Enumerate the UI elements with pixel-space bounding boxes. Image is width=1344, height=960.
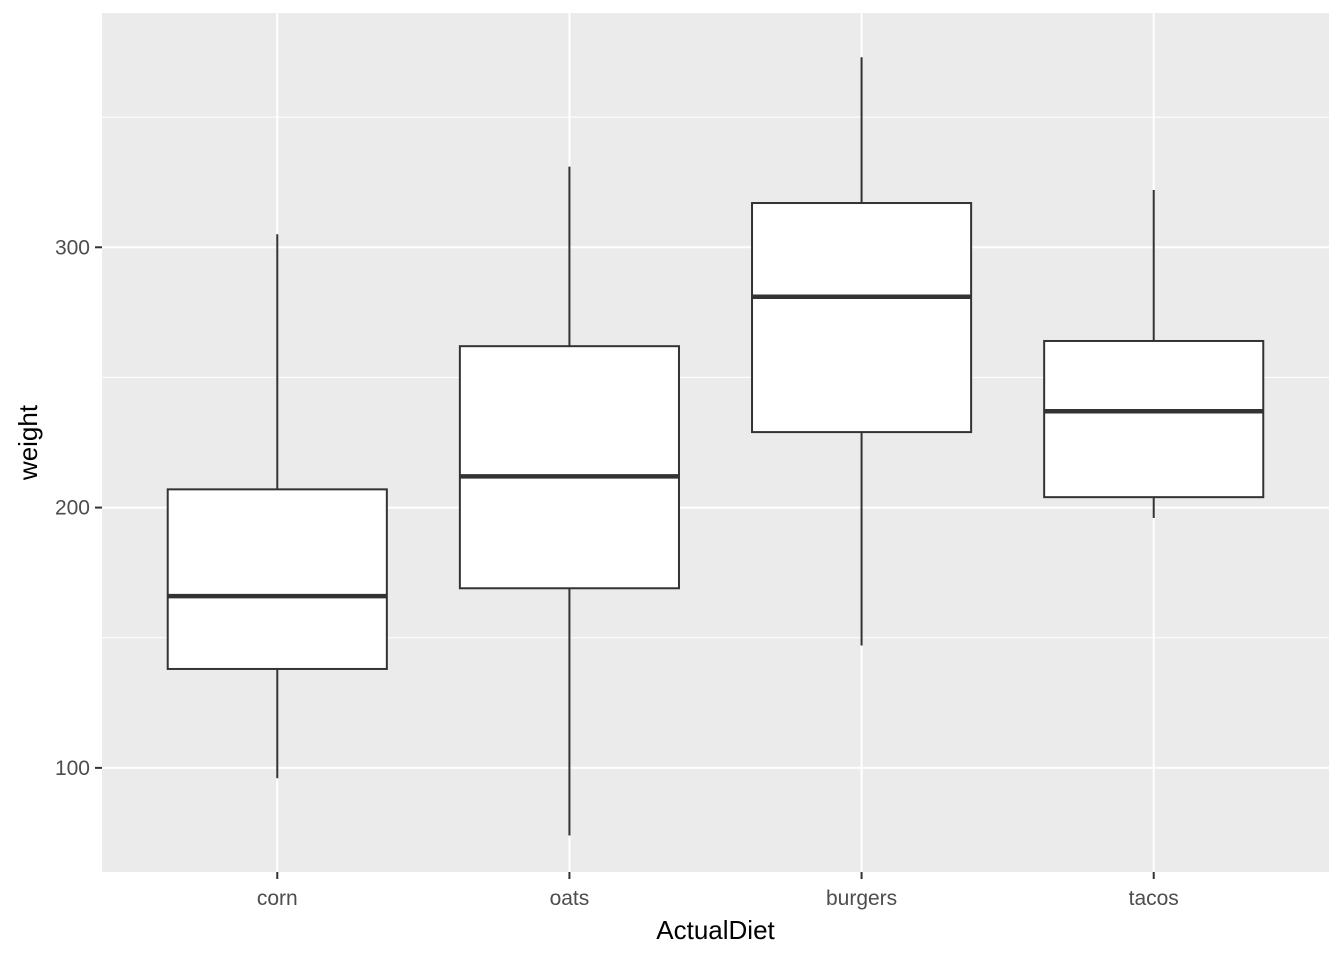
y-axis-ticks: 100 200 300 (55, 236, 102, 780)
x-tick-label: burgers (826, 887, 897, 910)
x-tick-label: oats (550, 887, 590, 910)
x-tick-label: corn (257, 887, 298, 910)
box-tacos (1043, 190, 1265, 518)
box-rect (751, 202, 973, 434)
box-burgers (751, 57, 973, 646)
box-rect (1043, 339, 1265, 499)
box-oats (458, 166, 680, 836)
x-axis-title: ActualDiet (656, 915, 775, 945)
x-tick-label: tacos (1129, 887, 1179, 910)
y-tick-label: 300 (55, 236, 90, 259)
box-corn (166, 234, 388, 779)
box-rect (166, 488, 388, 670)
box-rect (458, 345, 680, 590)
boxes (166, 57, 1265, 836)
y-tick-label: 100 (55, 757, 90, 780)
x-axis-ticks: corn oats burgers tacos (257, 872, 1179, 910)
y-axis-title: weight (13, 404, 43, 481)
y-tick-label: 200 (55, 497, 90, 520)
